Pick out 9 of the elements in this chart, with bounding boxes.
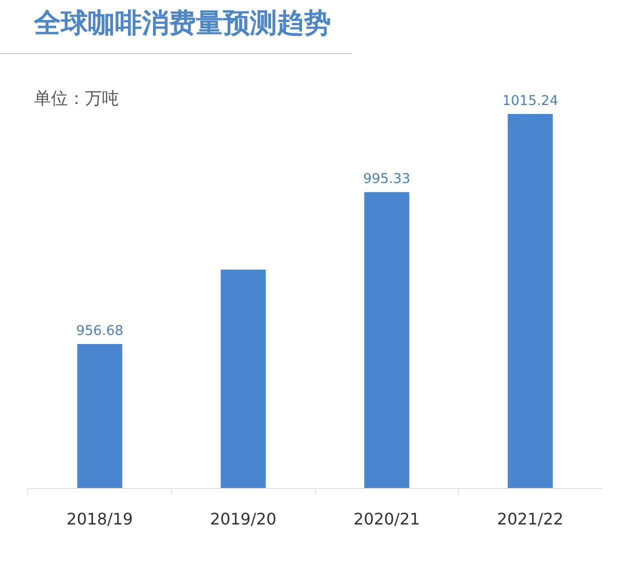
data-label: 956.68 bbox=[76, 322, 124, 339]
x-tick-label: 2019/20 bbox=[210, 510, 276, 528]
x-tick-label: 2021/22 bbox=[497, 510, 564, 528]
chart-title: 全球咖啡消费量预测趋势 bbox=[33, 8, 331, 38]
x-tick-label: 2020/21 bbox=[354, 510, 420, 528]
data-label: 995.33 bbox=[363, 171, 410, 188]
data-label: 1015.24 bbox=[502, 93, 558, 109]
x-tick-label: 2018/19 bbox=[66, 510, 133, 528]
chart-subtitle: 单位：万吨 bbox=[34, 89, 119, 109]
